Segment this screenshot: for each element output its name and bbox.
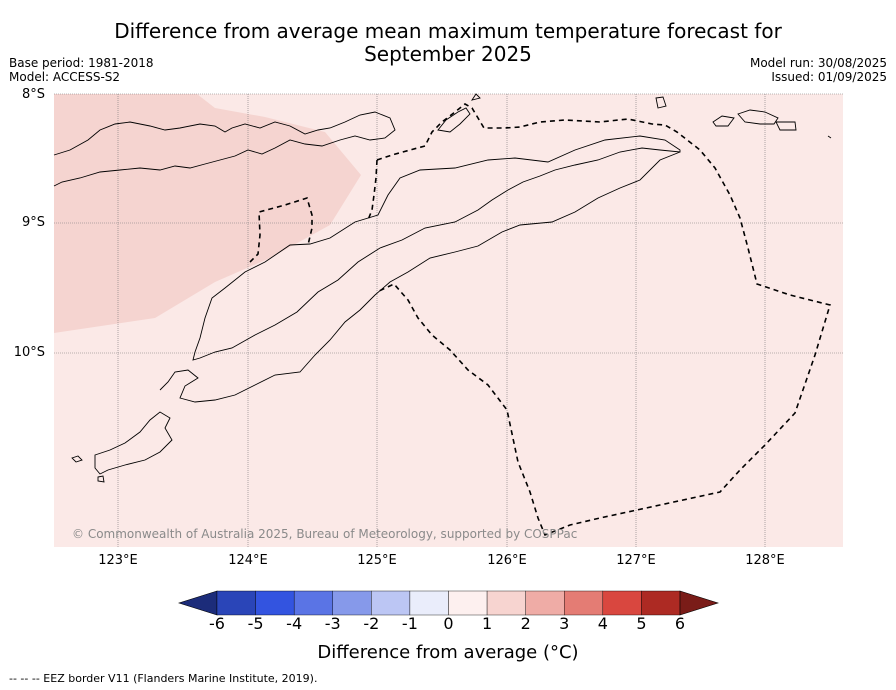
colorbar-tick-label: -2 <box>363 614 380 633</box>
colorbar-segment <box>448 590 488 616</box>
eez-border-west <box>367 159 378 221</box>
colorbar-segment <box>293 590 333 616</box>
colorbar-tick-label: -3 <box>324 614 341 633</box>
lon-label-127e: 127°E <box>616 553 656 568</box>
model-info: Base period: 1981-2018 Model: ACCESS-S2 <box>9 56 154 84</box>
lon-label-128e: 128°E <box>745 553 785 568</box>
lon-label-123e: 123°E <box>98 553 138 568</box>
islet-east-2 <box>712 109 797 131</box>
lat-label-10s: 10°S <box>13 345 45 360</box>
colorbar-segment <box>216 590 256 616</box>
copyright-text: © Commonwealth of Australia 2025, Bureau… <box>72 527 578 541</box>
colorbar-segment <box>332 590 372 616</box>
rote-island <box>71 411 173 483</box>
timor-south-coast <box>159 151 681 403</box>
colorbar-segment <box>371 590 411 616</box>
model-text: Model: ACCESS-S2 <box>9 70 121 84</box>
run-info: Model run: 30/08/2025 Issued: 01/09/2025 <box>750 56 887 84</box>
eez-footnote: -- -- -- EEZ border V11 (Flanders Marine… <box>9 672 318 685</box>
northern-islands <box>53 111 396 187</box>
eez-border-timor-leste <box>376 103 832 537</box>
model-run-text: Model run: 30/08/2025 <box>749 56 887 70</box>
colorbar-segment <box>564 590 604 616</box>
colorbar-tick-label: 2 <box>520 614 531 633</box>
colorbar-tick-label: 6 <box>674 614 686 633</box>
base-period-text: Base period: 1981-2018 <box>9 56 154 70</box>
issued-text: Issued: 01/09/2025 <box>771 70 887 84</box>
colorbar-tick-label: 5 <box>636 614 647 633</box>
map-title: Difference from average mean maximum tem… <box>0 20 896 66</box>
colorbar-tick-label: 4 <box>597 614 608 633</box>
colorbar <box>178 590 719 616</box>
colorbar-segment <box>486 590 526 616</box>
timor-coastline <box>192 135 681 361</box>
colorbar-tick-label: 3 <box>559 614 570 633</box>
colorbar-extend-low <box>178 590 218 616</box>
colorbar-segment <box>525 590 565 616</box>
islet-east-3 <box>827 135 832 139</box>
islet-wetar <box>437 93 481 133</box>
eez-borders <box>249 103 832 537</box>
islet-east-1 <box>655 96 667 109</box>
title-line-2: September 2025 <box>364 42 532 66</box>
colorbar-segment <box>409 590 449 616</box>
lon-label-126e: 126°E <box>487 553 527 568</box>
lon-label-125e: 125°E <box>357 553 397 568</box>
coastlines <box>53 93 832 483</box>
colorbar-tick-label: -6 <box>209 614 225 633</box>
colorbar-segment <box>641 590 681 616</box>
eez-border-oecusse <box>249 196 313 263</box>
anomaly-fill-1-2 <box>54 94 361 333</box>
colorbar-tick-label: 0 <box>443 614 454 633</box>
colorbar-tick-label: -4 <box>286 614 303 633</box>
colorbar-segments <box>178 590 719 616</box>
colorbar-segment <box>602 590 642 616</box>
lat-label-8s: 8°S <box>21 87 45 102</box>
colorbar-tick-label: 1 <box>481 614 493 633</box>
lon-label-124e: 124°E <box>228 553 268 568</box>
colorbar-tick-label: -1 <box>401 614 418 633</box>
colorbar-tick-label: -5 <box>247 614 264 633</box>
colorbar-extend-high <box>679 590 719 616</box>
lat-label-9s: 9°S <box>21 215 45 230</box>
colorbar-segment <box>255 590 295 616</box>
title-line-1: Difference from average mean maximum tem… <box>114 19 782 43</box>
colorbar-title: Difference from average (°C) <box>317 642 579 663</box>
